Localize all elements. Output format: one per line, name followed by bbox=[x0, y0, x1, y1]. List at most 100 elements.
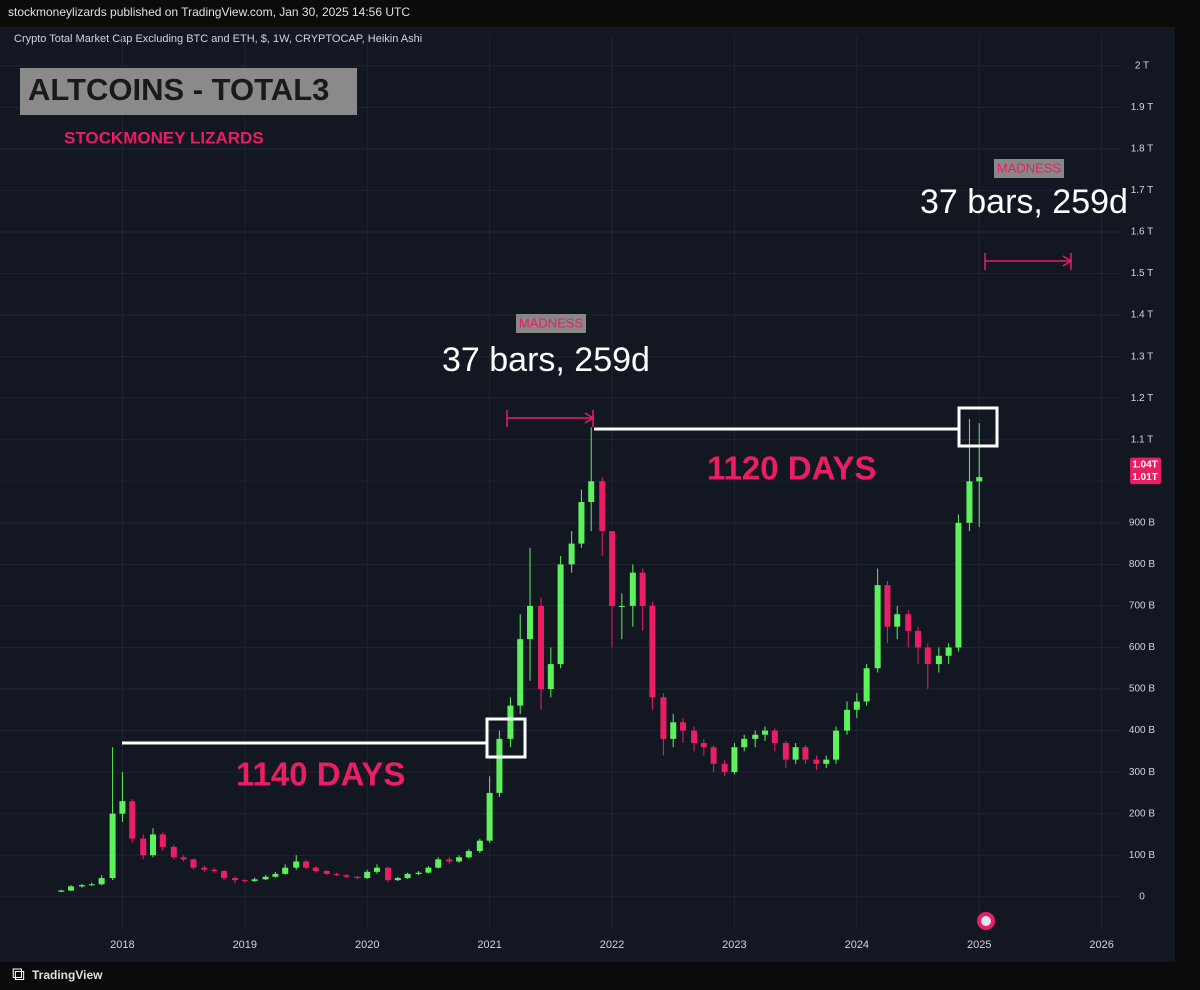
price-tag bbox=[1130, 470, 1161, 485]
candle-body bbox=[129, 801, 136, 839]
candle-body bbox=[527, 605, 534, 640]
y-tick-label: 100 B bbox=[1129, 850, 1155, 861]
candle-body bbox=[282, 867, 289, 874]
candle-body bbox=[844, 709, 851, 731]
madness-box bbox=[516, 314, 586, 333]
candle-body bbox=[180, 857, 187, 860]
candle-body bbox=[190, 859, 197, 868]
candle-body bbox=[792, 747, 799, 760]
candle-body bbox=[312, 867, 319, 871]
y-tick-label: 1.9 T bbox=[1131, 102, 1154, 113]
madness-label: MADNESS bbox=[997, 160, 1062, 175]
y-tick-label: 400 B bbox=[1129, 725, 1155, 736]
brand: STOCKMONEY LIZARDS bbox=[64, 128, 264, 147]
candle-body bbox=[333, 873, 340, 876]
x-tick-label: 2024 bbox=[845, 939, 869, 951]
price-tag bbox=[1130, 457, 1161, 472]
candle-body bbox=[323, 871, 330, 874]
candle-body bbox=[639, 572, 646, 606]
candle-body bbox=[496, 738, 503, 793]
candle-body bbox=[354, 876, 361, 879]
candle-body bbox=[823, 759, 830, 764]
candle-body bbox=[700, 743, 707, 748]
candle-body bbox=[976, 477, 983, 482]
candle-body bbox=[874, 585, 881, 669]
candle-body bbox=[211, 869, 218, 871]
candle-body bbox=[853, 701, 860, 710]
footer-brand: TradingView bbox=[32, 968, 103, 982]
candle-body bbox=[364, 871, 371, 879]
candle-body bbox=[98, 878, 105, 885]
y-tick-label: 1.2 T bbox=[1131, 393, 1154, 404]
heading: ALTCOINS - TOTAL3 bbox=[28, 72, 329, 107]
candle-body bbox=[425, 867, 432, 873]
candle-body bbox=[710, 747, 717, 764]
y-tick-label: 1.8 T bbox=[1131, 144, 1154, 155]
candle-body bbox=[486, 792, 493, 841]
candle-body bbox=[813, 759, 820, 764]
candle-body bbox=[568, 543, 575, 565]
candle-body bbox=[802, 747, 809, 760]
candle-body bbox=[67, 886, 74, 891]
candle-body bbox=[609, 531, 616, 606]
chart-title: Crypto Total Market Cap Excluding BTC an… bbox=[14, 33, 422, 45]
candle-body bbox=[599, 481, 606, 532]
y-tick-label: 2 T bbox=[1135, 60, 1149, 71]
candle-body bbox=[721, 763, 728, 773]
candle-body bbox=[446, 859, 453, 862]
candle-body bbox=[241, 880, 248, 882]
candle-body bbox=[618, 605, 625, 607]
candle-body bbox=[251, 879, 258, 881]
candle-body bbox=[272, 873, 279, 877]
candle-body bbox=[221, 871, 227, 879]
y-tick-label: 1.1 T bbox=[1131, 434, 1154, 445]
y-tick-label: 800 B bbox=[1129, 559, 1155, 570]
candle-body bbox=[415, 872, 422, 874]
candle-body bbox=[538, 605, 545, 690]
candle-body bbox=[945, 647, 952, 656]
x-tick-label: 2021 bbox=[477, 939, 501, 951]
y-tick-label: 600 B bbox=[1129, 642, 1155, 653]
candle-body bbox=[833, 730, 840, 760]
y-tick-label: 1.6 T bbox=[1131, 227, 1154, 238]
y-tick-label: 1.7 T bbox=[1131, 185, 1154, 196]
candle-body bbox=[232, 878, 239, 881]
candle-body bbox=[517, 639, 524, 706]
candle-body bbox=[894, 614, 901, 627]
bars-label: 37 bars, 259d bbox=[920, 183, 1128, 221]
event-icon-inner bbox=[981, 916, 991, 926]
candle-body bbox=[170, 846, 177, 858]
y-tick-label: 300 B bbox=[1129, 767, 1155, 778]
x-tick-label: 2019 bbox=[233, 939, 257, 951]
cycle-lines bbox=[122, 406, 999, 759]
candle-body bbox=[385, 867, 392, 881]
candle-body bbox=[150, 834, 157, 856]
candle-body bbox=[201, 867, 208, 870]
candle-body bbox=[404, 873, 411, 879]
y-tick-label: 0 bbox=[1139, 891, 1145, 902]
y-tick-label: 500 B bbox=[1129, 684, 1155, 695]
candle-body bbox=[741, 738, 748, 748]
candle-body bbox=[159, 834, 166, 847]
y-tick-label: 700 B bbox=[1129, 601, 1155, 612]
candle-body bbox=[394, 878, 401, 881]
candle-body bbox=[660, 697, 667, 739]
candle-body bbox=[752, 734, 759, 739]
candle-body bbox=[343, 875, 350, 877]
candle-body bbox=[905, 614, 912, 631]
candle-body bbox=[935, 655, 942, 665]
days-label: 1140 DAYS bbox=[236, 756, 405, 793]
publisher: stockmoneylizards published on TradingVi… bbox=[8, 5, 410, 19]
logo-mark: ⧉ bbox=[12, 964, 25, 984]
candle-body bbox=[547, 664, 554, 690]
candle-body bbox=[119, 801, 126, 814]
y-tick-label: 1.4 T bbox=[1131, 310, 1154, 321]
candle-body bbox=[670, 722, 677, 739]
madness-box bbox=[994, 159, 1064, 178]
candle-body bbox=[863, 668, 870, 702]
candle-body bbox=[771, 730, 778, 744]
plot: 0 100 B 200 B 300 B 400 B 500 B 600 B 700 B 800 … bbox=[0, 35, 1155, 951]
candle-body bbox=[58, 890, 65, 892]
candle-body bbox=[303, 861, 310, 868]
